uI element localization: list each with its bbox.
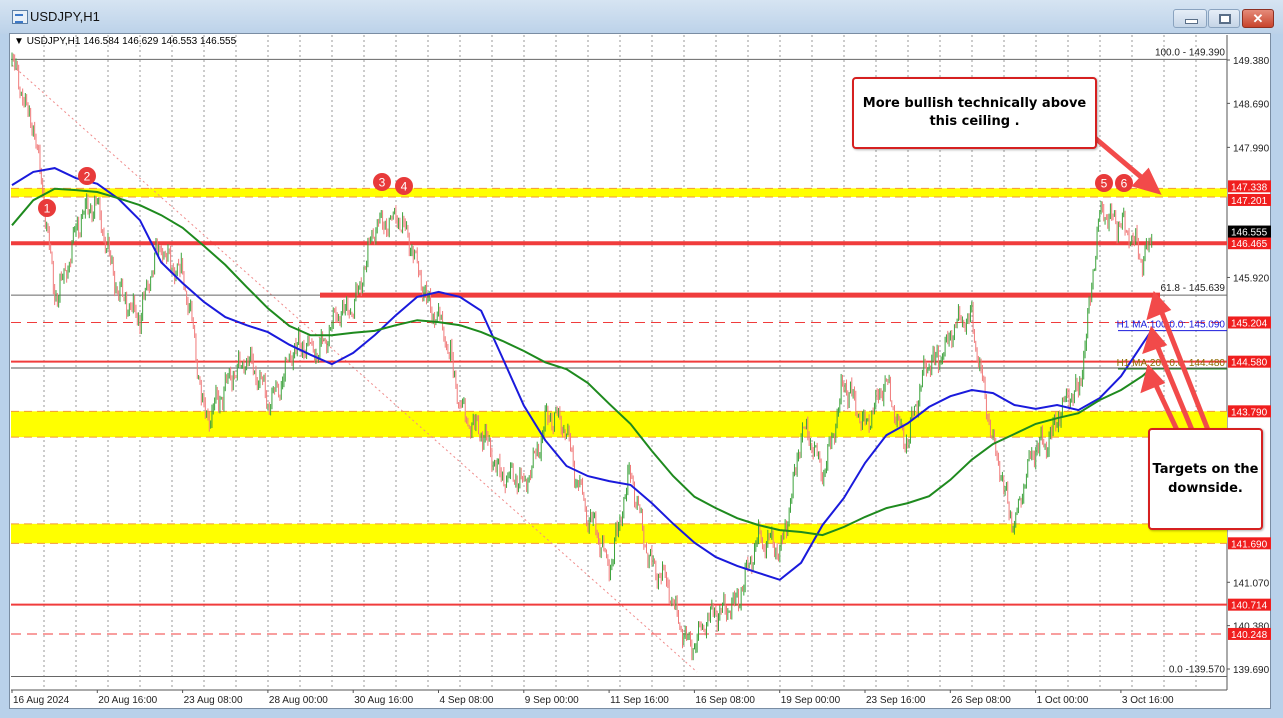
arrow-to-fib618 — [1157, 307, 1211, 431]
ceiling-annotation-text: More bullish technically above this ceil… — [862, 96, 1087, 129]
swing-marker-label: 1 — [44, 202, 51, 216]
price-label: 146.465 — [1231, 239, 1268, 250]
price-label: 140.248 — [1231, 630, 1268, 641]
swing-marker-label: 3 — [379, 176, 386, 190]
y-tick-label: 145.920 — [1233, 273, 1270, 284]
minimize-button[interactable] — [1173, 9, 1207, 28]
arrow-to-ceiling — [1093, 136, 1149, 184]
price-label: 147.338 — [1231, 182, 1268, 193]
x-tick-label: 1 Oct 00:00 — [1037, 695, 1089, 706]
close-button[interactable]: ✕ — [1242, 9, 1274, 28]
fib-trend-line — [11, 64, 698, 673]
x-tick-label: 30 Aug 16:00 — [354, 695, 413, 706]
yellow-band — [11, 188, 1227, 197]
fib-level-label: 61.8 - 145.639 — [1161, 283, 1226, 294]
chart-window-icon — [12, 10, 28, 24]
x-tick-label: 23 Aug 08:00 — [184, 695, 243, 706]
current-price-label: 146.555 — [1231, 228, 1268, 239]
swing-marker-label: 6 — [1121, 177, 1128, 191]
open-value: 146.584 — [83, 36, 120, 47]
swing-marker-label: 2 — [84, 170, 91, 184]
price-label: 145.204 — [1231, 318, 1268, 329]
x-tick-label: 16 Sep 08:00 — [695, 695, 755, 706]
price-label: 147.201 — [1231, 196, 1268, 207]
price-label: 140.714 — [1231, 601, 1268, 612]
arrow-to-ma100 — [1153, 342, 1195, 431]
x-tick-label: 28 Aug 00:00 — [269, 695, 328, 706]
close-value: 146.555 — [200, 36, 237, 47]
y-tick-label: 149.380 — [1233, 56, 1270, 67]
window-title: USDJPY,H1 — [30, 9, 100, 24]
fib-level-label: 0.0 -139.570 — [1169, 665, 1226, 676]
x-tick-label: 11 Sep 16:00 — [610, 695, 669, 706]
ma-label: H1 MA:100:0.0: 145.090 — [1117, 320, 1226, 331]
price-label-box — [1228, 180, 1271, 193]
symbol-label: USDJPY,H1 — [26, 36, 81, 47]
price-label: 141.690 — [1231, 539, 1268, 550]
price-label-box — [1228, 237, 1271, 250]
ohlc-readout: ▼ USDJPY,H1 146.584 146.629 146.553 146.… — [14, 36, 236, 47]
ma100-line — [11, 167, 1153, 581]
arrow-head-icon — [1146, 290, 1172, 321]
y-tick-label: 139.690 — [1233, 665, 1270, 676]
high-value: 146.629 — [122, 36, 159, 47]
price-label-box — [1228, 193, 1271, 206]
x-tick-label: 4 Sep 08:00 — [440, 695, 494, 706]
x-tick-label: 26 Sep 08:00 — [951, 695, 1011, 706]
x-tick-label: 23 Sep 16:00 — [866, 695, 926, 706]
swing-marker-5 — [1095, 174, 1113, 192]
x-tick-label: 9 Sep 00:00 — [525, 695, 579, 706]
x-tick-label: 16 Aug 2024 — [13, 695, 70, 706]
y-tick-label: 147.990 — [1233, 143, 1270, 154]
swing-marker-1 — [38, 199, 56, 217]
price-label-box — [1228, 537, 1271, 550]
price-label-box — [1228, 355, 1271, 368]
horizontal-levels: 100.0 - 149.390 61.8 - 145.639 0.0 -139.57… — [11, 47, 1227, 678]
x-tick-label: 3 Oct 16:00 — [1122, 695, 1174, 706]
x-tick-label: 19 Sep 00:00 — [781, 695, 841, 706]
grid — [11, 35, 1228, 691]
yellow-band — [11, 411, 1227, 438]
price-label-box — [1228, 316, 1271, 329]
arrow-head-icon — [1142, 325, 1168, 355]
price-label: 144.580 — [1231, 358, 1268, 369]
ma200-line — [11, 187, 1153, 537]
price-label-box — [1228, 598, 1271, 611]
swing-marker-3 — [373, 173, 391, 191]
ceiling-annotation: More bullish technically above this ceil… — [852, 77, 1097, 149]
arrow-head-icon — [1140, 363, 1166, 394]
price-label-box — [1228, 627, 1271, 640]
swing-marker-2 — [78, 167, 96, 185]
swing-marker-4 — [395, 177, 413, 195]
y-tick-label: 141.070 — [1233, 578, 1270, 589]
swing-marker-label: 4 — [401, 180, 408, 194]
current-price-box — [1228, 225, 1271, 238]
price-label: 143.790 — [1231, 407, 1268, 418]
targets-annotation-text: Targets on the downside. — [1152, 462, 1259, 496]
maximize-button[interactable] — [1208, 9, 1240, 28]
swing-marker-label: 5 — [1101, 177, 1108, 191]
arrow-to-ma200 — [1151, 379, 1180, 432]
price-label-box — [1228, 405, 1271, 418]
close-icon: ✕ — [1252, 11, 1264, 26]
price-axis: 149.380 148.690 147.990 145.920 141.070 140.3… — [1227, 56, 1271, 676]
swing-marker-6 — [1115, 174, 1133, 192]
window-titlebar: USDJPY,H1 ✕ — [0, 0, 1283, 34]
annotation-arrows — [1093, 136, 1211, 432]
ma-label: H1 MA:200:0.0: 144.480 — [1117, 358, 1226, 369]
targets-annotation: Targets on the downside. — [1148, 428, 1263, 530]
y-tick-label: 140.380 — [1233, 622, 1270, 633]
swing-markers: 1 2 3 4 5 6 — [38, 167, 1133, 217]
low-value: 146.553 — [161, 36, 198, 47]
x-tick-label: 20 Aug 16:00 — [98, 695, 157, 706]
time-axis: 16 Aug 2024 20 Aug 16:00 23 Aug 08:00 28 Au… — [11, 690, 1174, 706]
y-tick-label: 148.690 — [1233, 99, 1270, 110]
arrow-head-icon — [1131, 167, 1162, 195]
moving-averages: H1 MA:100:0.0: 145.090 H1 MA:200:0.0: 144… — [11, 167, 1227, 581]
fib-level-label: 100.0 - 149.390 — [1155, 47, 1225, 58]
collapse-triangle-icon[interactable]: ▼ — [14, 36, 24, 47]
